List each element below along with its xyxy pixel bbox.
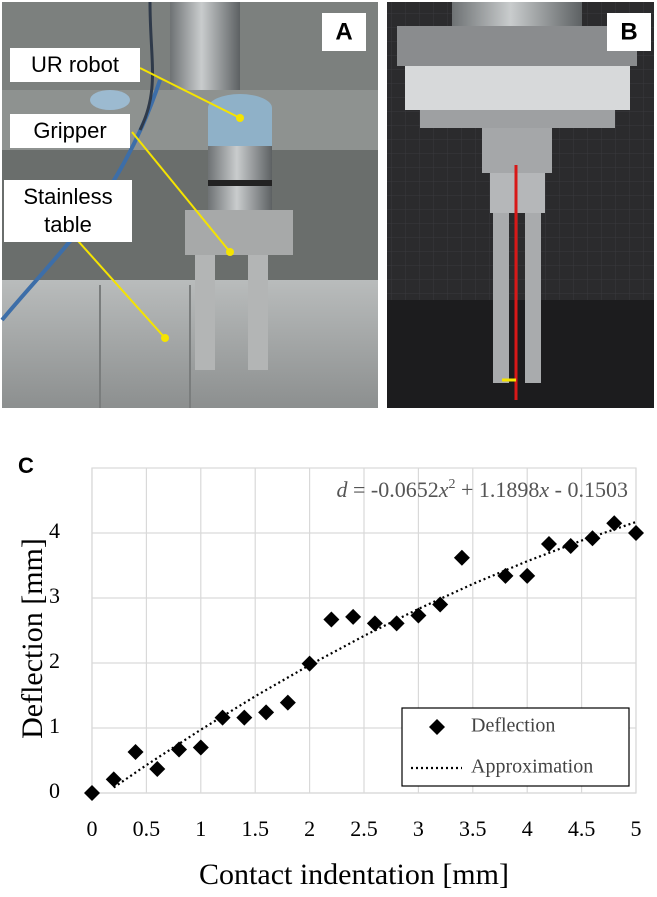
photo-b — [387, 2, 654, 408]
annotation: table — [44, 212, 92, 237]
panel-label: C — [18, 453, 34, 478]
equation-part: - 0.1503 — [549, 477, 628, 502]
x-tick-label: 4.5 — [568, 816, 596, 841]
legend: Deflection Approximation — [401, 707, 630, 787]
data-point — [171, 741, 188, 758]
chart: 0 1 2 3 4 0 0.5 1 1.5 2 2.5 3 3.5 4 4.5 5 Contact indent… — [16, 467, 644, 891]
y-tick-label: 0 — [49, 778, 60, 803]
data-point — [149, 760, 166, 777]
equation-part: = -0.0652 — [347, 477, 438, 502]
x-tick-label: 4 — [522, 816, 533, 841]
equation-part: + 1.1898 — [455, 477, 539, 502]
data-point — [453, 549, 470, 566]
data-point — [279, 694, 296, 711]
data-point — [410, 607, 427, 624]
annotation-lines — [69, 67, 241, 339]
x-tick-label: 3.5 — [459, 816, 487, 841]
data-point — [345, 608, 362, 625]
x-tick-label: 5 — [631, 816, 642, 841]
data-point — [432, 596, 449, 613]
x-tick-label: 2.5 — [350, 816, 378, 841]
data-point — [366, 615, 383, 632]
annotation-box — [10, 114, 130, 148]
y-tick-label: 4 — [49, 518, 60, 543]
y-axis-label: Deflection [mm] — [16, 538, 49, 739]
data-point — [497, 567, 514, 584]
x-tick-label: 0 — [87, 816, 98, 841]
annotation: Gripper — [33, 118, 106, 143]
data-point — [628, 525, 644, 541]
panel-label-box — [607, 13, 651, 51]
data-point — [540, 536, 557, 553]
x-tick-label: 3 — [413, 816, 424, 841]
data-point — [214, 709, 231, 726]
x-tick-label: 1 — [195, 816, 206, 841]
data-point — [127, 744, 144, 761]
data-point — [105, 771, 122, 788]
annotation: UR robot — [31, 52, 119, 77]
data-point — [84, 785, 100, 801]
data-point — [323, 611, 340, 628]
equation-part: x — [438, 477, 449, 502]
data-point — [584, 530, 601, 547]
x-tick-label: 1.5 — [241, 816, 269, 841]
equation-part: x — [538, 477, 549, 502]
panel-label-box — [322, 13, 366, 51]
annotation-box — [10, 48, 140, 82]
trend-line — [113, 520, 637, 789]
panel-label: A — [335, 18, 352, 45]
legend-box — [401, 707, 630, 787]
data-point — [519, 567, 536, 584]
x-tick-label: 0.5 — [133, 816, 161, 841]
plot-border — [91, 467, 637, 794]
equation-part: d — [336, 477, 348, 502]
data-point — [258, 704, 275, 721]
data-point — [388, 615, 405, 632]
annotations: UR robot Gripper Stainless table — [4, 48, 140, 242]
data-point — [301, 655, 318, 672]
data-point — [606, 515, 623, 532]
legend-label: Deflection — [471, 715, 555, 737]
data-point — [236, 709, 253, 726]
panel-label: B — [620, 18, 637, 45]
legend-swatch — [429, 719, 445, 735]
data-point — [192, 739, 209, 756]
annotation-box — [4, 180, 132, 242]
annotation: Stainless — [23, 184, 112, 209]
legend-label: Approximation — [471, 756, 593, 778]
data-point — [562, 538, 579, 554]
annotation-dots — [161, 114, 244, 342]
y-tick-label: 2 — [49, 648, 60, 673]
y-tick-label: 1 — [49, 713, 60, 738]
x-tick-label: 2 — [304, 816, 315, 841]
equation: d = -0.0652x2 + 1.1898x - 0.1503 — [336, 477, 628, 502]
x-axis-label: Contact indentation [mm] — [199, 858, 509, 891]
y-tick-label: 3 — [49, 583, 60, 608]
equation-part: 2 — [448, 477, 455, 492]
